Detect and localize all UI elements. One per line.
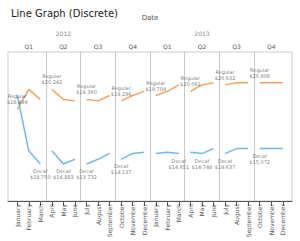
svg-text:January: January — [152, 204, 160, 228]
svg-text:Regular: Regular — [42, 73, 62, 80]
svg-text:May: May — [60, 204, 68, 217]
svg-text:$14,748: $14,748 — [192, 164, 213, 170]
svg-text:2013: 2013 — [194, 30, 209, 37]
svg-text:Q2: Q2 — [198, 43, 207, 50]
svg-text:May: May — [198, 204, 206, 217]
svg-text:July: July — [222, 204, 230, 216]
svg-text:June: June — [210, 204, 218, 218]
svg-text:$14,651: $14,651 — [169, 164, 190, 170]
svg-text:$13,732: $13,732 — [76, 174, 97, 180]
svg-text:Decaf: Decaf — [56, 168, 71, 174]
svg-text:Line Graph (Discrete): Line Graph (Discrete) — [11, 8, 118, 19]
svg-text:Decaf: Decaf — [217, 157, 233, 164]
svg-text:Decaf: Decaf — [171, 157, 187, 164]
svg-text:Regular: Regular — [146, 79, 166, 86]
svg-text:Q1: Q1 — [25, 43, 34, 50]
svg-text:Q3: Q3 — [232, 43, 241, 50]
svg-text:April: April — [187, 204, 195, 218]
svg-text:$19,750: $19,750 — [30, 174, 51, 180]
svg-text:November: November — [268, 203, 275, 235]
svg-text:March: March — [175, 204, 182, 222]
svg-text:September: September — [106, 203, 114, 237]
svg-text:$19,704: $19,704 — [145, 86, 166, 92]
svg-text:Q4: Q4 — [267, 43, 276, 50]
svg-text:February: February — [25, 204, 33, 231]
svg-text:December: December — [141, 203, 148, 235]
svg-text:Q2: Q2 — [59, 43, 68, 50]
svg-text:August: August — [95, 203, 103, 225]
svg-text:October: October — [256, 203, 263, 228]
svg-text:September: September — [245, 203, 253, 237]
svg-text:$14,637: $14,637 — [215, 164, 236, 170]
svg-text:Q4: Q4 — [128, 43, 137, 50]
svg-text:October: October — [118, 203, 125, 228]
svg-text:December: December — [279, 203, 286, 235]
svg-text:$19,236: $19,236 — [111, 91, 132, 97]
svg-text:$20,808: $20,808 — [249, 73, 270, 79]
svg-text:Q3: Q3 — [94, 43, 103, 50]
svg-text:Regular: Regular — [76, 83, 97, 90]
svg-text:$19,360: $19,360 — [76, 89, 97, 95]
svg-text:August: August — [233, 203, 241, 225]
svg-text:Regular: Regular — [180, 75, 200, 82]
svg-text:Decaf: Decaf — [79, 168, 94, 174]
svg-text:Date: Date — [142, 14, 159, 22]
svg-text:April: April — [48, 204, 56, 218]
svg-text:July: July — [83, 204, 91, 216]
svg-text:November: November — [129, 203, 136, 235]
svg-text:$14,137: $14,137 — [111, 169, 132, 175]
svg-text:Decaf: Decaf — [113, 163, 129, 170]
svg-text:June: June — [71, 204, 79, 218]
svg-text:Decaf: Decaf — [252, 152, 267, 159]
svg-text:Regular: Regular — [250, 66, 270, 73]
svg-text:$20,632: $20,632 — [215, 75, 236, 81]
svg-text:$15,072: $15,072 — [249, 159, 270, 165]
svg-text:$14,883: $14,883 — [53, 174, 74, 180]
svg-text:February: February — [164, 204, 172, 231]
svg-text:$20,242: $20,242 — [42, 79, 63, 85]
svg-text:Q1: Q1 — [163, 43, 172, 50]
svg-text:January: January — [14, 204, 22, 228]
svg-text:Regular: Regular — [215, 68, 235, 75]
svg-text:Decaf: Decaf — [33, 168, 48, 174]
svg-text:$20,061: $20,061 — [180, 81, 201, 87]
svg-text:2012: 2012 — [56, 30, 71, 37]
svg-text:Regular: Regular — [7, 93, 27, 100]
svg-text:Regular: Regular — [111, 84, 131, 91]
svg-text:$18,494: $18,494 — [7, 99, 28, 105]
svg-text:Decaf: Decaf — [194, 157, 210, 164]
svg-text:March: March — [37, 204, 44, 222]
